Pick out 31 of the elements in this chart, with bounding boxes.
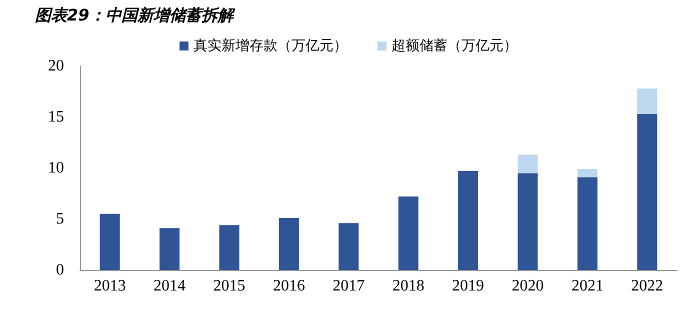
- y-tick-label: 5: [56, 210, 64, 228]
- x-tick-label: 2017: [332, 278, 365, 294]
- bar: [458, 171, 478, 270]
- bar: [100, 214, 120, 270]
- y-tick-label: 0: [56, 262, 64, 278]
- legend-label: 真实新增存款（万亿元）: [194, 38, 348, 54]
- x-tick-label: 2018: [392, 278, 424, 294]
- bar: [637, 114, 658, 270]
- bar: [338, 223, 359, 270]
- bar: [160, 228, 180, 270]
- x-tick-label: 2014: [154, 278, 186, 294]
- x-tick-label: 2019: [452, 278, 484, 294]
- bar: [278, 218, 299, 270]
- x-tick-label: 2021: [571, 278, 604, 294]
- bar: [577, 177, 598, 270]
- y-tick-label: 15: [48, 108, 64, 126]
- bar: [577, 169, 598, 178]
- x-tick-label: 2022: [631, 278, 664, 294]
- bar: [518, 173, 538, 270]
- chart-title: 图表29：中国新增储蓄拆解: [35, 6, 236, 24]
- bar: [398, 196, 418, 270]
- x-tick-label: 2015: [213, 278, 246, 294]
- bar: [637, 88, 658, 114]
- y-tick-label: 10: [48, 160, 64, 176]
- x-tick-label: 2013: [94, 278, 126, 294]
- x-tick-label: 2020: [512, 278, 544, 294]
- legend-label: 超额储蓄（万亿元）: [392, 38, 518, 54]
- bar: [219, 225, 240, 270]
- y-tick-label: 20: [48, 58, 64, 74]
- bar: [518, 154, 538, 174]
- x-tick-label: 2016: [272, 278, 305, 294]
